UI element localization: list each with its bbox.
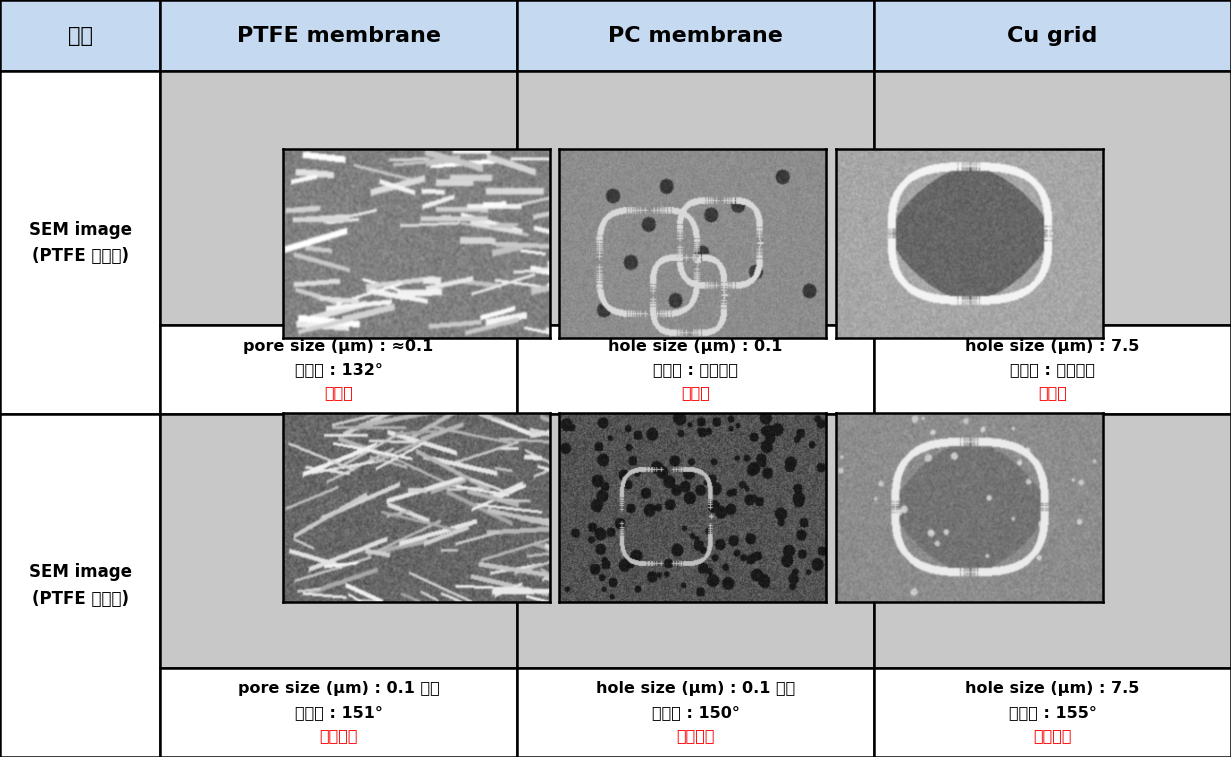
Text: SEM image
(PTFE 증착후): SEM image (PTFE 증착후) xyxy=(28,563,132,608)
Bar xyxy=(874,325,1231,414)
Text: 모재: 모재 xyxy=(68,26,92,45)
Bar xyxy=(517,71,874,325)
Text: 초소수성: 초소수성 xyxy=(676,728,715,743)
Bar xyxy=(160,325,517,414)
Bar xyxy=(517,325,874,414)
Bar xyxy=(517,668,874,757)
Bar xyxy=(160,0,517,71)
Text: pore size (μm) : 0.1 이하: pore size (μm) : 0.1 이하 xyxy=(238,681,439,696)
Text: PTFE membrane: PTFE membrane xyxy=(236,26,441,45)
Text: 소수성: 소수성 xyxy=(324,385,353,400)
Text: 친수성: 친수성 xyxy=(1038,385,1067,400)
Text: SEM image
(PTFE 증착전): SEM image (PTFE 증착전) xyxy=(28,220,132,265)
Text: 접촉각 : 132°: 접촉각 : 132° xyxy=(294,362,383,377)
Text: 접촉각 : 151°: 접촉각 : 151° xyxy=(294,705,383,720)
Bar xyxy=(874,0,1231,71)
Text: 접촉각 : 150°: 접촉각 : 150° xyxy=(651,705,740,720)
Text: Cu grid: Cu grid xyxy=(1007,26,1098,45)
Text: 친수성: 친수성 xyxy=(681,385,710,400)
Bar xyxy=(0,0,160,71)
Text: hole size (μm) : 7.5: hole size (μm) : 7.5 xyxy=(965,338,1140,354)
Text: hole size (μm) : 0.1 이하: hole size (μm) : 0.1 이하 xyxy=(596,681,795,696)
Text: PC membrane: PC membrane xyxy=(608,26,783,45)
Bar xyxy=(874,668,1231,757)
Bar xyxy=(874,71,1231,325)
Text: hole size (μm) : 0.1: hole size (μm) : 0.1 xyxy=(608,338,783,354)
Text: 초소수성: 초소수성 xyxy=(319,728,358,743)
Text: 접촉각 : 측정불가: 접촉각 : 측정불가 xyxy=(652,362,739,377)
Text: pore size (μm) : ≈0.1: pore size (μm) : ≈0.1 xyxy=(244,338,433,354)
Bar xyxy=(160,414,517,668)
Bar xyxy=(0,414,160,757)
Text: 접촉각 : 155°: 접촉각 : 155° xyxy=(1008,705,1097,720)
Bar xyxy=(874,414,1231,668)
Bar xyxy=(0,71,160,414)
Bar xyxy=(517,414,874,668)
Bar xyxy=(517,0,874,71)
Bar xyxy=(160,71,517,325)
Text: 접촉각 : 측정불가: 접촉각 : 측정불가 xyxy=(1009,362,1096,377)
Bar xyxy=(160,668,517,757)
Text: hole size (μm) : 7.5: hole size (μm) : 7.5 xyxy=(965,681,1140,696)
Text: 초소수성: 초소수성 xyxy=(1033,728,1072,743)
